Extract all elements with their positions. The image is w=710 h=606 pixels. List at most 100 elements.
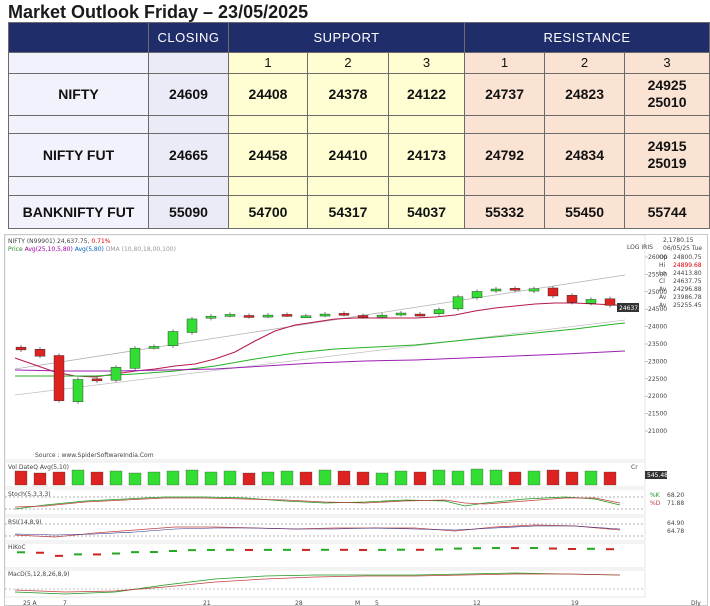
info-value: 24899.68 xyxy=(673,262,702,269)
page-title: Market Outlook Friday – 23/05/2025 xyxy=(8,2,309,22)
hikoc-title: HiKoC xyxy=(8,544,26,551)
candle-body xyxy=(300,315,312,319)
candle-body xyxy=(395,312,407,316)
candle-body xyxy=(167,331,179,346)
volume-bar xyxy=(128,472,142,486)
info-label: Lo xyxy=(659,270,666,277)
volume-bar xyxy=(584,470,598,486)
svg-text:%D: %D xyxy=(650,500,661,507)
header-support: SUPPORT xyxy=(227,22,466,53)
candle-body xyxy=(471,291,483,298)
candle-body xyxy=(357,315,369,318)
volume-bar xyxy=(356,471,370,486)
hikoc-bar xyxy=(264,548,272,551)
hikoc-bar xyxy=(36,551,44,554)
volume-bar xyxy=(337,470,351,486)
table-spacer-row xyxy=(8,114,710,135)
chart-legend: Price Avg(25,10,5,80) Avg(5,80) DMA (10,… xyxy=(8,246,176,253)
hikoc-bar xyxy=(435,548,443,551)
resistance-2-value: 24823 xyxy=(544,72,626,116)
hikoc-bar xyxy=(245,548,253,551)
x-tick-label: 7 xyxy=(63,600,67,606)
hikoc-bar xyxy=(112,552,120,555)
volume-bars xyxy=(14,468,617,486)
hikoc-bar xyxy=(378,548,386,551)
hikoc-bar xyxy=(359,548,367,551)
hikoc-bar xyxy=(302,548,310,551)
hikoc-bar xyxy=(606,548,614,551)
row-name: NIFTY xyxy=(8,72,149,116)
volume-cr-label: Cr xyxy=(631,464,638,471)
table-spacer-row xyxy=(8,176,710,196)
level-support-2: 2 xyxy=(307,51,389,74)
svg-text:64.78: 64.78 xyxy=(667,528,684,535)
hikoc-bar xyxy=(55,554,63,557)
candle-body xyxy=(585,299,597,304)
resistance-3-value: 55744 xyxy=(624,194,710,230)
candle-body xyxy=(129,347,141,369)
volume-box xyxy=(645,471,667,479)
volume-bar xyxy=(451,470,465,486)
macd-line xyxy=(14,572,621,595)
hikoc-panel xyxy=(5,542,646,569)
hikoc-bar xyxy=(568,547,576,550)
volume-bar xyxy=(394,470,408,486)
hikoc-bar xyxy=(454,547,462,550)
table-row: NIFTY FUT 24665 24458 24410 24173 24792 … xyxy=(8,133,710,178)
volume-bar xyxy=(90,471,104,486)
candle-body xyxy=(281,314,293,317)
candlestick-series xyxy=(15,285,616,404)
price-tick-label: 22500 xyxy=(648,376,667,383)
candle-body xyxy=(433,309,445,314)
support-3-value: 54037 xyxy=(387,194,466,230)
info-label: Av xyxy=(659,294,667,301)
candle-body xyxy=(452,296,464,310)
info-value: 24800.75 xyxy=(673,254,702,261)
volume-bar xyxy=(261,471,275,486)
table-level-row: 1 2 3 1 2 3 xyxy=(8,51,710,74)
volume-bar xyxy=(14,470,28,486)
support-3-value: 24122 xyxy=(387,72,466,116)
hikoc-bar xyxy=(340,548,348,551)
table-row: NIFTY 24609 24408 24378 24122 24737 2482… xyxy=(8,72,710,116)
volume-bar xyxy=(432,469,446,486)
header-closing: CLOSING xyxy=(148,22,229,53)
svg-text:71.88: 71.88 xyxy=(667,500,684,507)
resistance-3-value: 24925 25010 xyxy=(624,72,710,116)
market-outlook-table: CLOSING SUPPORT RESISTANCE 1 2 3 1 2 3 N… xyxy=(8,22,710,230)
info-value: 24296.88 xyxy=(673,286,702,293)
moving-average-green xyxy=(15,322,626,377)
support-1-value: 24458 xyxy=(228,133,308,178)
closing-value: 55090 xyxy=(148,194,229,230)
chart-svg: NIFTY (N99901) 24,637.75, 0.71% Price Av… xyxy=(5,235,702,606)
volume-bar xyxy=(470,468,484,486)
resistance-1-value: 55332 xyxy=(464,194,546,230)
volume-bar xyxy=(603,471,617,486)
candle-body xyxy=(224,314,236,317)
volume-bar xyxy=(299,471,313,486)
candle-body xyxy=(509,288,521,291)
chart-header: NIFTY (N99901) 24,637.75, 0.71% xyxy=(8,238,111,245)
info-label: Av xyxy=(659,302,667,309)
level-support-3: 3 xyxy=(387,51,466,74)
info-label: Av xyxy=(659,286,667,293)
chart-top-date: 06/05/25 Tue xyxy=(663,245,702,252)
hikoc-bar xyxy=(74,553,82,556)
price-axis: 26000 25500 25000 24500 24000 23500 23000 22500… xyxy=(645,254,667,435)
ohlc-info-box: Op 24800.75 Hi 24899.68 Lo 24413.80 Cl 24637.75… xyxy=(659,254,702,309)
svg-text:64.90: 64.90 xyxy=(667,520,684,527)
hikoc-bar xyxy=(549,547,557,550)
price-tick-label: 21000 xyxy=(648,428,667,435)
volume-bar xyxy=(489,469,503,486)
info-label: Hi xyxy=(659,262,666,269)
rsi-signal-line xyxy=(14,525,621,536)
candle-body xyxy=(490,288,502,292)
volume-box-value: 545.48 xyxy=(647,472,668,479)
svg-text:68.20: 68.20 xyxy=(667,492,684,499)
last-price-box xyxy=(617,303,639,312)
support-2-value: 54317 xyxy=(307,194,389,230)
resistance-2-value: 24834 xyxy=(544,133,626,178)
candle-body xyxy=(34,349,46,357)
macd-title: MacD(5,12,8,26,8,9) xyxy=(8,571,70,578)
volume-bar xyxy=(546,469,560,486)
